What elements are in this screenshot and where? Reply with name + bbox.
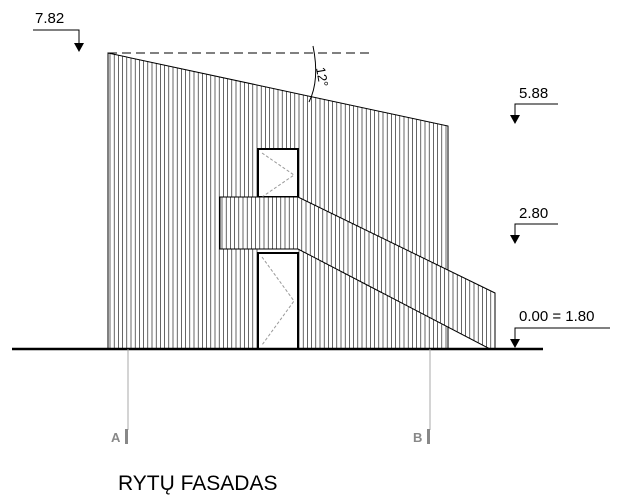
level-marker: 0.00 = 1.80 <box>510 308 610 348</box>
angle-arc <box>308 45 317 103</box>
door-swing <box>261 152 295 198</box>
level-marker: 2.80 <box>510 205 558 244</box>
grid-bar <box>125 429 128 444</box>
stair-fill <box>220 197 495 349</box>
level-marker: 5.88 <box>510 85 558 124</box>
grid-label: A <box>111 430 121 445</box>
drawing-title: RYTŲ FASADAS <box>118 472 278 495</box>
grid-label: B <box>413 430 422 445</box>
grid-bar <box>427 429 430 444</box>
level-label: 5.88 <box>519 85 548 102</box>
level-label: 0.00 = 1.80 <box>519 308 594 325</box>
angle-label: 12° <box>313 66 331 88</box>
door-swing <box>261 256 295 346</box>
level-marker: 7.82 <box>33 10 84 52</box>
level-label: 2.80 <box>519 205 548 222</box>
level-label: 7.82 <box>35 10 64 27</box>
